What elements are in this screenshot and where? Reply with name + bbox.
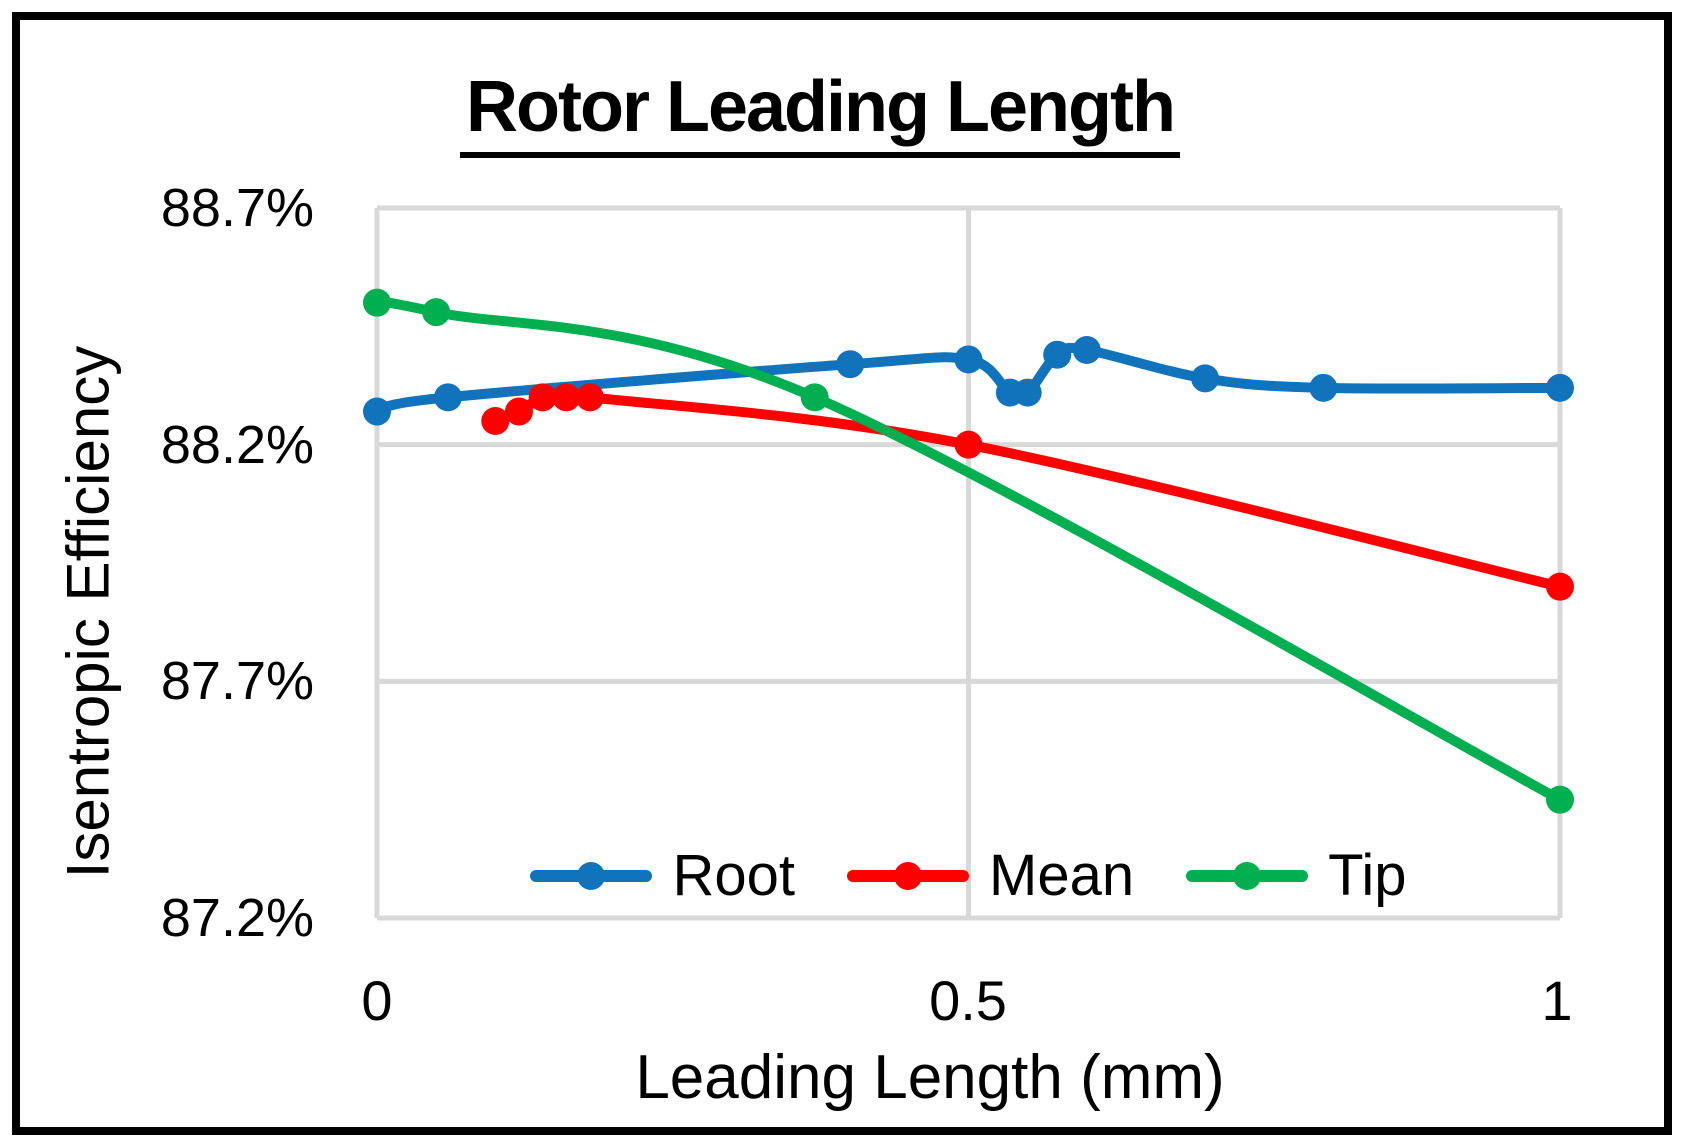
legend-item-root: Root <box>530 838 795 914</box>
data-point-root <box>836 350 865 379</box>
chart-title: Rotor Leading Length <box>180 66 1460 158</box>
legend-item-mean: Mean <box>847 838 1134 914</box>
data-point-mean <box>575 383 604 412</box>
data-point-mean <box>504 397 533 426</box>
legend-label: Tip <box>1328 843 1407 908</box>
legend-label: Mean <box>989 843 1135 908</box>
data-point-mean <box>528 383 557 412</box>
x-tick-label: 0.5 <box>929 969 1007 1032</box>
y-tick-label: 88.7% <box>160 178 314 238</box>
y-tick-label: 87.2% <box>160 888 314 948</box>
data-point-mean <box>954 430 983 459</box>
y-tick-label: 88.2% <box>160 415 314 475</box>
legend-marker-mean <box>847 859 969 893</box>
x-tick-label: 1 <box>1541 969 1573 1032</box>
data-point-tip <box>422 298 451 327</box>
data-point-root <box>1072 336 1101 364</box>
data-point-mean <box>1546 572 1574 601</box>
data-point-root <box>1043 340 1072 369</box>
legend-item-tip: Tip <box>1186 838 1407 914</box>
series-line-tip <box>372 297 1565 805</box>
figure-border <box>12 12 1672 1135</box>
data-point-root <box>363 397 391 426</box>
data-point-root <box>1013 378 1042 407</box>
legend: Root Mean Tip <box>377 838 1560 914</box>
data-point-root <box>1191 364 1220 393</box>
data-point-root <box>1546 373 1574 402</box>
data-point-tip <box>800 383 829 412</box>
data-point-root <box>433 383 462 412</box>
data-point-root <box>1309 373 1338 402</box>
legend-marker-root <box>530 859 653 893</box>
legend-marker-tip <box>1186 859 1309 893</box>
legend-label: Root <box>672 843 795 908</box>
data-point-mean <box>481 407 510 435</box>
data-point-root <box>954 345 983 374</box>
x-axis-title: Leading Length (mm) <box>635 1043 1225 1112</box>
data-point-tip <box>363 288 391 317</box>
data-point-tip <box>1546 785 1574 814</box>
data-point-mean <box>552 383 581 412</box>
x-tick-label: 0 <box>361 969 393 1032</box>
y-tick-label: 87.7% <box>160 651 314 711</box>
